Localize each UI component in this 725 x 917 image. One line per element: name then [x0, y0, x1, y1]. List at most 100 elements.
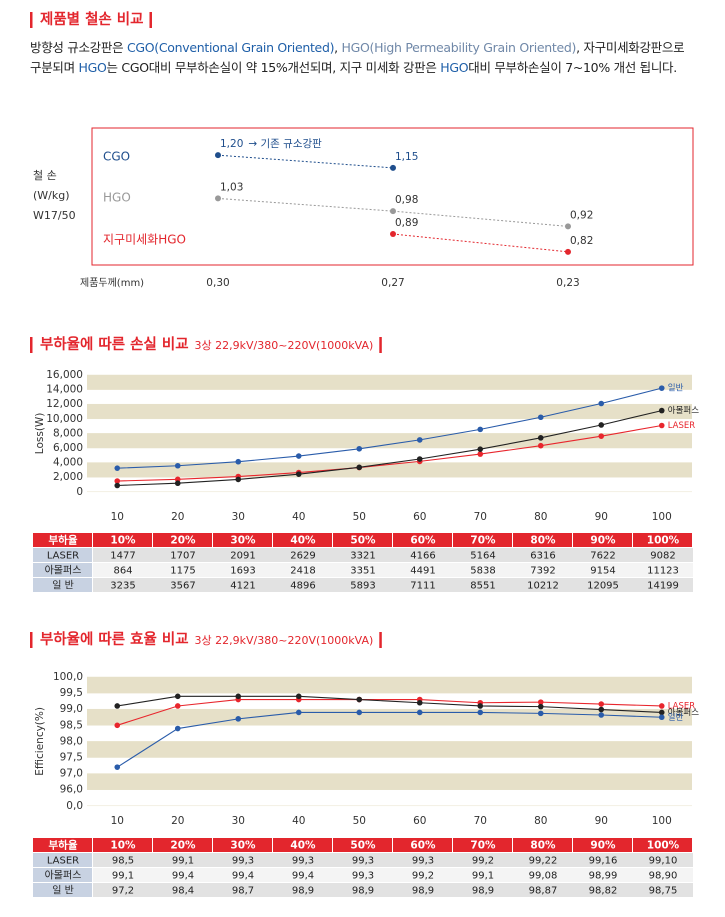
data-point: [235, 458, 242, 465]
table-cell: 7111: [410, 581, 435, 592]
y-tick-label: 97,5: [60, 752, 83, 764]
data-point: [114, 465, 121, 471]
table-cell: 99,4: [172, 871, 194, 882]
y-tick-label: 12,000: [46, 398, 83, 410]
table-header-cell: [453, 533, 512, 547]
table-header-cell: [333, 838, 392, 852]
x-tick-label: 90: [595, 511, 608, 523]
table-header-cell: [333, 533, 392, 547]
table-row-label: 일 반: [52, 580, 74, 592]
series-line: [116, 711, 662, 768]
y-axis-label: (W/kg): [33, 189, 70, 202]
data-point: [598, 422, 605, 428]
intro-run: 방향성 규소강판은: [30, 40, 127, 55]
table-column-header: 10%: [110, 840, 136, 852]
section-title: 부하율에 따른 효율 비교: [40, 631, 189, 648]
table-cell: 99,10: [649, 856, 678, 867]
table-cell: 4166: [410, 551, 435, 562]
section-title: 제품별 철손 비교: [40, 10, 143, 28]
table-row: [93, 883, 693, 897]
x-tick-label: 60: [413, 511, 426, 523]
grid-band: [87, 677, 692, 694]
value-label: 0,92: [570, 209, 593, 221]
series-end-label: 일반: [668, 383, 684, 394]
table-row: [93, 578, 693, 592]
table-cell: 3321: [350, 551, 375, 562]
data-point: [537, 710, 544, 717]
data-point: [598, 706, 605, 713]
y-tick-label: 4,000: [53, 457, 83, 469]
table-cell: 98,82: [589, 886, 618, 897]
table-row-label: LASER: [47, 856, 79, 867]
intro-run: ,: [334, 40, 342, 55]
data-point: [416, 456, 423, 462]
table-cell: 1707: [170, 551, 195, 562]
series-line: [117, 698, 662, 726]
x-tick-label: 100: [652, 511, 672, 523]
data-point: [235, 476, 242, 483]
value-label: 1,15: [395, 151, 418, 163]
intro-run: , 자구미세화강판으로 구분되며: [30, 40, 685, 75]
table-cell: 3235: [110, 581, 135, 592]
table-column-header: 60%: [410, 840, 436, 852]
grid-band: [87, 773, 692, 790]
table-column-header: 40%: [290, 840, 316, 852]
data-point: [356, 709, 363, 716]
data-point: [658, 422, 665, 429]
table-column-header: 30%: [230, 840, 256, 852]
table-cell: 98,4: [172, 886, 194, 897]
table-cell: 14199: [647, 581, 679, 592]
data-point: [477, 426, 484, 433]
table-row: [93, 548, 693, 562]
y-axis-label: W17/50: [33, 209, 76, 222]
x-tick-label: 80: [534, 511, 547, 523]
data-point: [356, 696, 363, 703]
x-tick-label: 70: [474, 511, 487, 523]
table-row: [93, 563, 693, 577]
annotation: → 기존 규소강판: [248, 138, 322, 150]
table-cell: 98,9: [472, 886, 494, 897]
series-line: [117, 695, 662, 713]
data-point: [215, 195, 221, 202]
title-bar: [379, 632, 382, 648]
section-title: 부하율에 따른 손실 비교: [40, 336, 189, 353]
table-header-cell: [633, 838, 692, 852]
table-row-label: 아몰퍼스: [45, 870, 82, 882]
table-column-header: 50%: [350, 535, 376, 547]
data-point: [114, 482, 121, 489]
table-row: [93, 868, 693, 882]
intro-run: CGO(Conventional Grain Oriented): [126, 40, 335, 55]
intro-run: HGO(High Permeability Grain Oriented): [341, 40, 577, 55]
table-cell: 99,08: [529, 871, 558, 882]
y-tick-label: 8,000: [53, 427, 83, 439]
table-cell: 1477: [110, 551, 135, 562]
table-header: 부하율: [49, 534, 78, 547]
table-cell: 97,2: [112, 886, 134, 897]
legend-label: HGO: [103, 191, 131, 205]
value-label: 1,03: [220, 181, 243, 193]
data-point: [565, 248, 571, 255]
table-header-cell: [273, 838, 332, 852]
table-cell: 99,22: [529, 856, 558, 867]
value-label-text: 1,03: [220, 181, 243, 193]
value-label-text: 0,89: [395, 217, 418, 229]
y-tick-label: 96,0: [60, 784, 83, 796]
x-tick-label: 100: [652, 815, 672, 827]
table-column-header: 70%: [470, 840, 496, 852]
data-point: [477, 703, 484, 709]
data-point: [537, 414, 544, 421]
data-point: [295, 693, 302, 700]
table-header-cell: [273, 533, 332, 547]
x-tick-label: 0,23: [556, 277, 579, 289]
data-point: [295, 709, 302, 716]
data-point: [215, 152, 221, 159]
data-point: [658, 703, 665, 709]
table-cell: 9082: [650, 551, 675, 562]
x-tick-label: 20: [171, 815, 184, 827]
table-header-cell: [573, 533, 632, 547]
data-point: [537, 442, 544, 449]
table-cell: 1693: [230, 566, 255, 577]
table-header-cell: [453, 838, 512, 852]
